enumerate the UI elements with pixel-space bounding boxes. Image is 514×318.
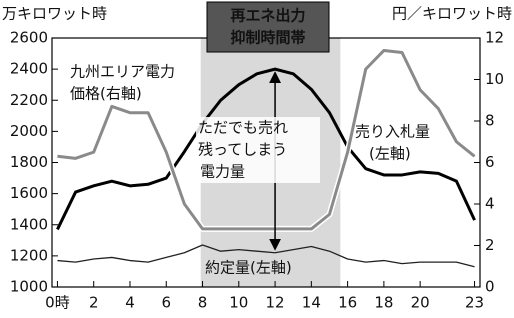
series-label: 九州エリア電力 (70, 63, 175, 81)
x-tick-label: 2 (89, 294, 99, 312)
y-tick-label: 1600 (10, 184, 48, 202)
y-tick-label: 1800 (10, 153, 48, 171)
series-line (57, 244, 475, 268)
annotation-bg (196, 117, 320, 139)
series-line (57, 48, 476, 231)
x-tick-label: 0時 (45, 294, 70, 312)
shaded-label: 再エネ出力 (230, 7, 305, 25)
x-tick-label: 18 (374, 294, 393, 312)
y2-tick-label: 2 (485, 236, 495, 254)
y-tick-label: 2400 (10, 60, 48, 78)
series-label: 約定量(左軸) (205, 259, 292, 277)
x-tick-label: 14 (302, 294, 321, 312)
y-tick-label: 2000 (10, 122, 48, 140)
series-label: (左軸) (369, 145, 411, 163)
annotation-bg (196, 161, 320, 183)
shaded-label-box (206, 1, 330, 53)
y2-tick-label: 8 (485, 112, 495, 130)
series-label: 価格(右軸) (70, 85, 142, 103)
x-tick-label: 4 (125, 294, 135, 312)
x-tick-label: 6 (161, 294, 171, 312)
y-tick-label: 2600 (10, 29, 48, 47)
y-tick-label: 1400 (10, 215, 48, 233)
y-axis-label: 万キロワット時 (2, 5, 107, 23)
x-tick-label: 20 (411, 294, 430, 312)
y2-tick-label: 4 (485, 195, 495, 213)
annotation: 電力量 (200, 163, 245, 181)
x-tick-label: 8 (198, 294, 208, 312)
y-tick-label: 1000 (10, 278, 48, 296)
y2-tick-label: 6 (485, 153, 495, 171)
x-tick-label: 23 (465, 294, 484, 312)
series-label: 売り入札量 (355, 123, 430, 141)
x-tick-label: 16 (338, 294, 357, 312)
x-tick-label: 10 (229, 294, 248, 312)
annotation: 残ってしまう (198, 141, 287, 159)
x-tick-label: 12 (266, 294, 285, 312)
series-line (56, 67, 476, 231)
y2-tick-label: 0 (485, 278, 495, 296)
y2-tick-label: 12 (485, 29, 504, 47)
y2-tick-label: 10 (485, 70, 504, 88)
y2-axis-label: 円／キロワット時 (392, 5, 512, 23)
annotation-bg (196, 139, 320, 161)
y-tick-label: 2200 (10, 91, 48, 109)
annotation: ただでも売れ (198, 119, 288, 137)
shaded-label: 抑制時間帯 (230, 29, 305, 47)
y-tick-label: 1200 (10, 246, 48, 264)
